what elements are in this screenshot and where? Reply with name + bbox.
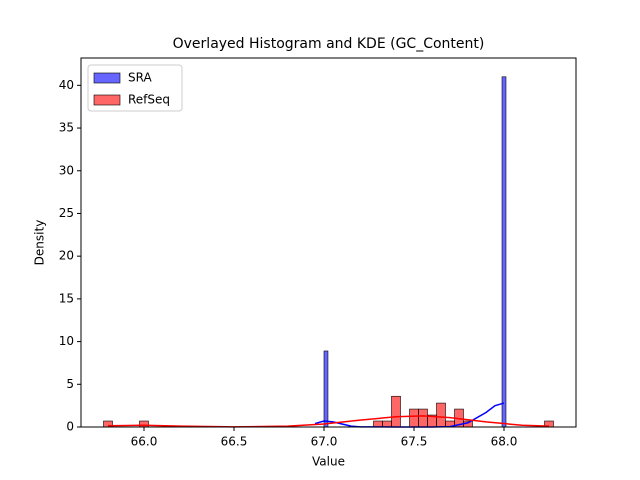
- x-tick-label: 67.5: [401, 435, 428, 449]
- y-tick-label: 20: [59, 249, 74, 263]
- histogram-bar: [501, 76, 507, 428]
- legend-label: SRA: [128, 71, 152, 85]
- chart-title: Overlayed Histogram and KDE (GC_Content): [173, 36, 485, 52]
- x-tick-label: 67.0: [311, 435, 338, 449]
- y-tick-label: 35: [59, 121, 74, 135]
- histogram-bar: [391, 395, 401, 428]
- histogram-bar: [373, 420, 383, 428]
- y-tick-label: 5: [66, 377, 74, 391]
- histogram-bar: [382, 420, 392, 428]
- histogram-bar: [323, 350, 329, 428]
- y-tick-label: 30: [59, 163, 74, 177]
- y-tick-label: 25: [59, 206, 74, 220]
- legend-label: RefSeq: [128, 93, 170, 107]
- histogram-bar: [418, 408, 428, 428]
- legend-swatch: [93, 72, 121, 84]
- x-axis-label: Value: [312, 455, 345, 469]
- y-tick-label: 0: [66, 420, 74, 434]
- x-tick-label: 66.5: [221, 435, 248, 449]
- histogram-bar: [409, 408, 419, 428]
- histogram-bar: [436, 402, 446, 428]
- x-tick-label: 68.0: [491, 435, 518, 449]
- y-axis-label: Density: [33, 220, 47, 266]
- plot-frame: [80, 57, 577, 428]
- kde-line: [107, 415, 550, 428]
- x-tick-label: 66.0: [131, 435, 158, 449]
- y-tick-label: 15: [59, 291, 74, 305]
- legend-swatch: [93, 94, 121, 106]
- y-tick-label: 40: [59, 78, 74, 92]
- y-tick-label: 10: [59, 334, 74, 348]
